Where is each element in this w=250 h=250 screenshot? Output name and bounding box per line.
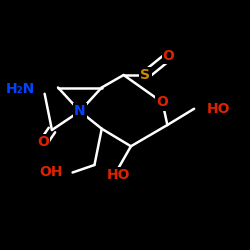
Text: S: S	[140, 68, 150, 82]
Text: N: N	[74, 104, 86, 118]
Text: HO: HO	[107, 168, 130, 182]
Text: O: O	[156, 96, 168, 110]
Text: O: O	[163, 49, 174, 63]
Text: HO: HO	[206, 102, 230, 116]
Text: O: O	[38, 136, 49, 149]
Text: OH: OH	[39, 166, 63, 179]
Text: H₂N: H₂N	[6, 82, 35, 96]
